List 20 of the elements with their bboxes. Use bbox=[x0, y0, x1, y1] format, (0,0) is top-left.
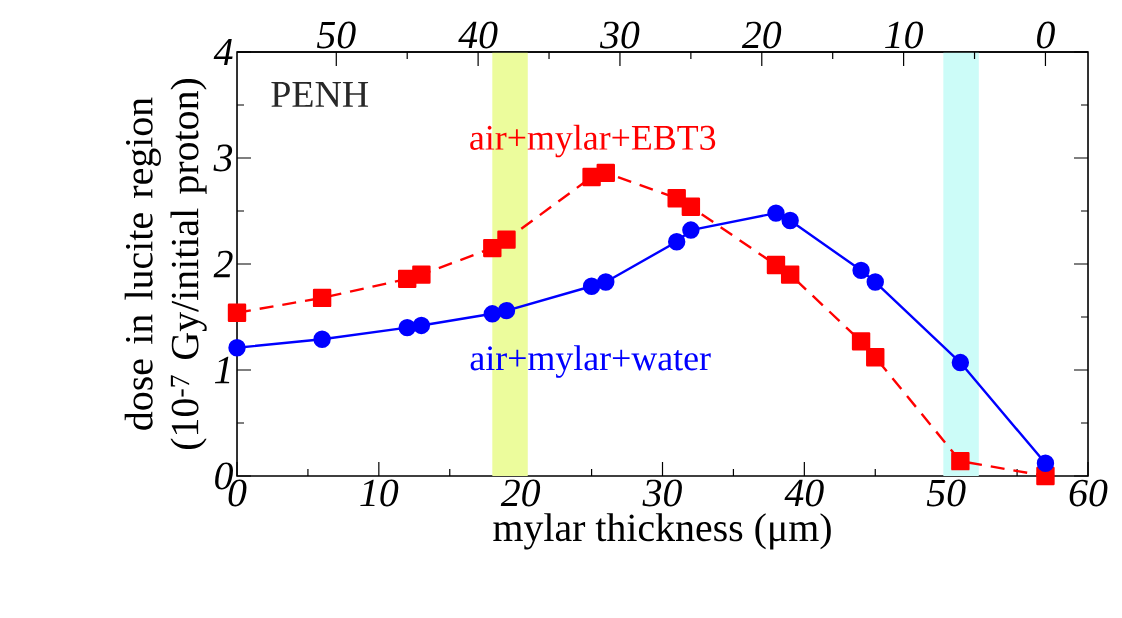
annotation: PENH bbox=[271, 81, 369, 107]
y-tick-label: 1 bbox=[214, 356, 230, 384]
x-tick-label: 50 bbox=[926, 479, 966, 507]
x-tick-label: 30 bbox=[642, 479, 682, 507]
x-tick-label: 60 bbox=[1069, 479, 1108, 507]
series-label: air+mylar+EBT3 bbox=[470, 124, 716, 158]
series-label: air+mylar+water bbox=[470, 345, 711, 378]
y-tick-label: 2 bbox=[213, 250, 233, 278]
x2-tick-label: 40 bbox=[458, 21, 498, 49]
x2-tick-label: 20 bbox=[741, 21, 782, 49]
x2-tick-label: 10 bbox=[885, 21, 924, 49]
x2-tick-label: 50 bbox=[316, 21, 356, 49]
x2-tick-label: 0 bbox=[1037, 21, 1055, 49]
x-tick-label: 40 bbox=[784, 479, 824, 507]
x2-tick-label: 30 bbox=[599, 21, 640, 49]
x-tick-label: 10 bbox=[360, 479, 399, 507]
x-tick-label: 20 bbox=[500, 479, 541, 507]
x-axis-title: mylar thickness (μm) bbox=[493, 513, 831, 550]
y-tick-label: 3 bbox=[213, 144, 233, 172]
y-tick-label: 4 bbox=[213, 38, 233, 66]
